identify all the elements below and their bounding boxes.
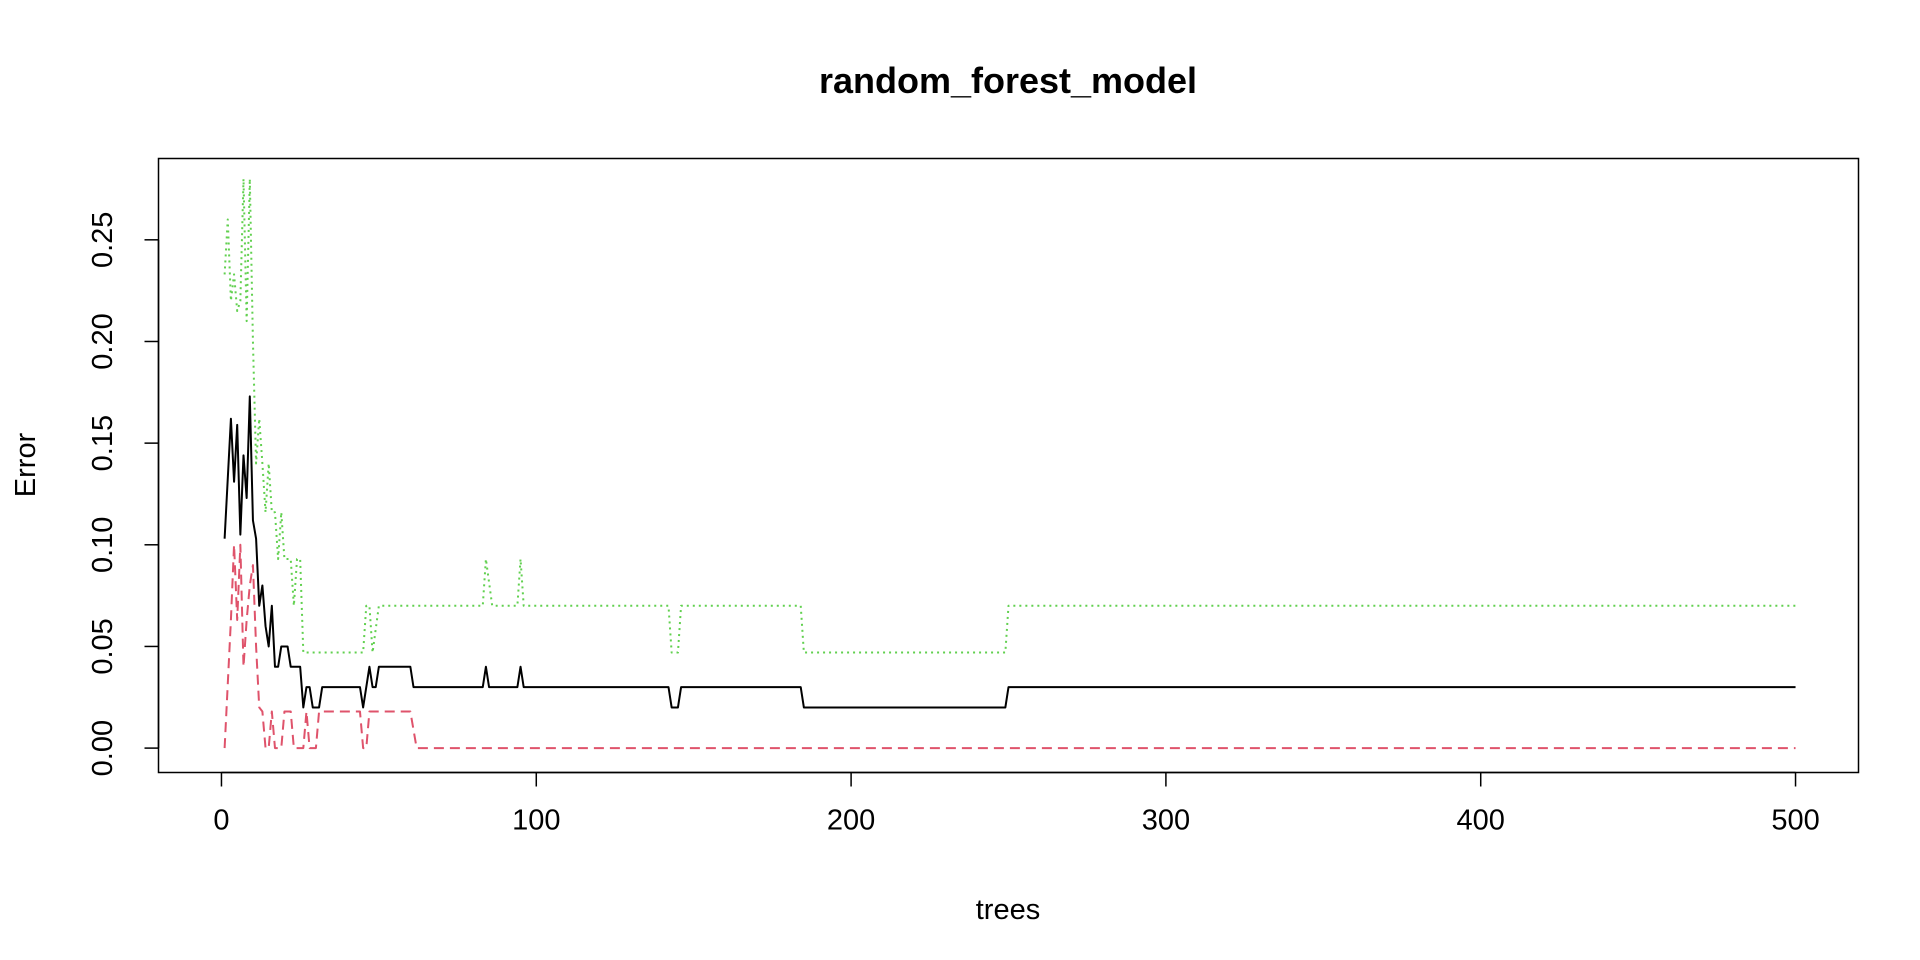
x-tick-label: 300	[1142, 805, 1190, 837]
y-tick-label: 0.00	[87, 720, 119, 776]
series-line-1	[223, 395, 1796, 709]
y-axis: 0.00 0.05 0.10 0.15 0.20 0.25	[87, 212, 160, 776]
series-line-2	[223, 543, 1796, 750]
x-tick-label: 100	[512, 805, 560, 837]
y-tick-label: 0.10	[87, 517, 119, 573]
x-tick-label: 500	[1771, 805, 1819, 837]
chart-title: random_forest_model	[819, 60, 1197, 101]
y-tick-label: 0.20	[87, 313, 119, 369]
series-layer	[223, 177, 1796, 750]
x-axis-label: trees	[976, 894, 1040, 926]
y-tick-label: 0.15	[87, 415, 119, 471]
y-axis-label: Error	[10, 432, 42, 497]
y-tick-label: 0.05	[87, 618, 119, 674]
series-line-3	[223, 177, 1796, 654]
x-tick-label: 400	[1457, 805, 1505, 837]
x-axis: 0 100 200 300 400 500	[213, 771, 1820, 837]
plot-area-border	[157, 157, 1860, 774]
x-tick-label: 200	[827, 805, 875, 837]
y-tick-label: 0.25	[87, 212, 119, 268]
x-tick-label: 0	[213, 805, 229, 837]
